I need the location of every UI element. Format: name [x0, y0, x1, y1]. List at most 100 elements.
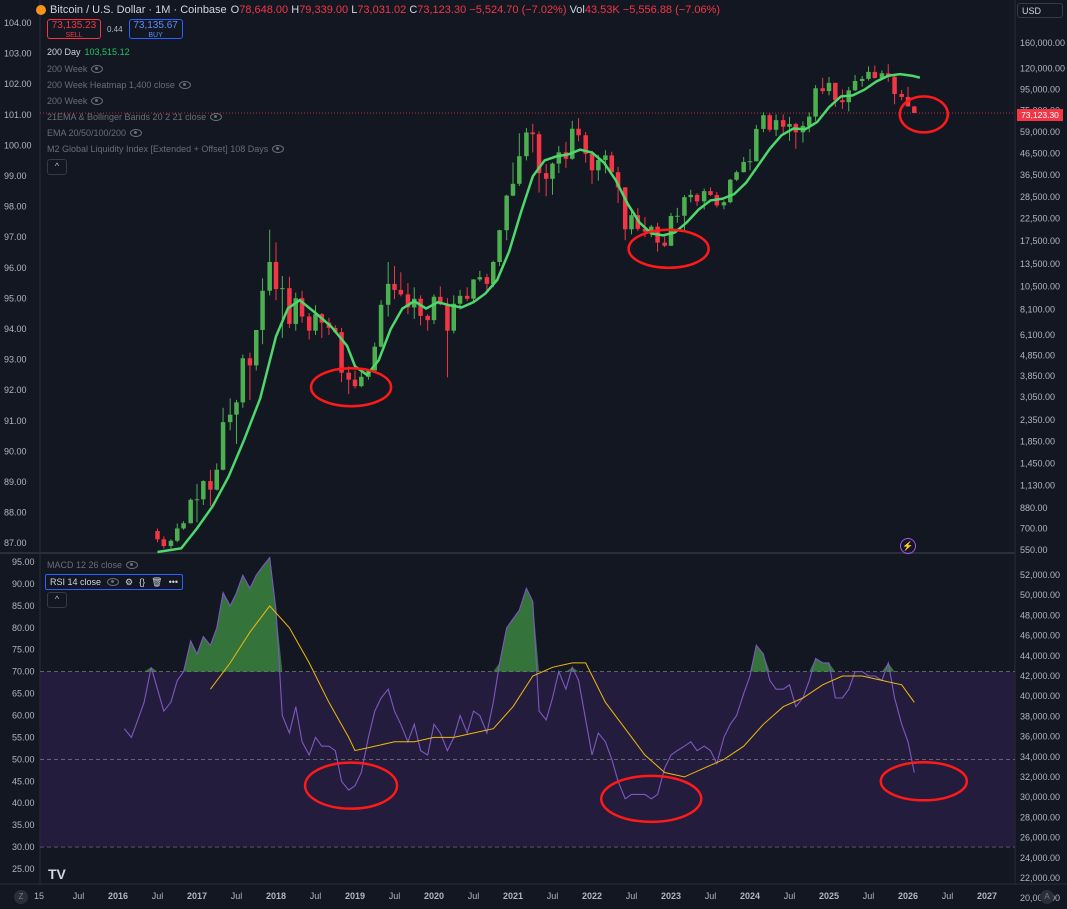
delete-icon[interactable]: 🗑: [151, 576, 163, 587]
source-code-icon[interactable]: {}: [139, 577, 146, 587]
candle-body: [491, 262, 496, 284]
hidden-eye-icon[interactable]: [272, 145, 285, 153]
indicator-200-day[interactable]: 200 Day 103,515.12: [47, 47, 130, 57]
x-axis-tick-label: Jul: [547, 891, 559, 901]
candle: [168, 539, 174, 549]
indicator-rsi[interactable]: RSI 14 close ⚙ {} 🗑 •••: [45, 574, 184, 590]
indicator-ema-ribbon[interactable]: EMA 20/50/100/200: [47, 128, 143, 138]
last-price-tag: 73,123.30: [1017, 109, 1063, 121]
candle: [471, 279, 476, 302]
rsi-axis-tick-label: 80.00: [12, 623, 35, 633]
candle-body: [773, 120, 779, 130]
right-axis-tick-label: 6,100.00: [1020, 330, 1055, 340]
candle-body: [208, 481, 213, 490]
candle: [583, 132, 588, 163]
rsi-axis-tick-label: 45.00: [12, 776, 35, 786]
candle-body: [517, 156, 522, 184]
candle: [543, 164, 549, 197]
hidden-eye-icon[interactable]: [91, 65, 104, 73]
hidden-eye-icon[interactable]: [126, 561, 139, 569]
hidden-eye-icon[interactable]: [210, 113, 223, 121]
hidden-eye-icon[interactable]: [91, 97, 104, 105]
left-axis-tick-label: 95.00: [4, 293, 27, 303]
candle: [807, 112, 812, 133]
candle-body: [629, 215, 634, 230]
alert-icon[interactable]: ⚡: [900, 538, 916, 554]
candle-body: [392, 283, 397, 290]
currency-select[interactable]: USD: [1017, 3, 1063, 18]
candle: [306, 312, 312, 340]
symbol-title[interactable]: Bitcoin / U.S. Dollar · 1M · Coinbase: [50, 4, 227, 16]
buy-button[interactable]: 73,135.67 BUY: [128, 19, 183, 39]
candle: [254, 329, 259, 371]
candle-body: [385, 283, 391, 305]
rsi-right-tick-label: 32,000.00: [1020, 772, 1060, 782]
right-axis-tick-label: 880.00: [1020, 503, 1048, 513]
candle: [398, 272, 404, 297]
indicator-21ema-bollinger[interactable]: 21EMA & Bollinger Bands 20 2 21 close: [47, 112, 223, 122]
indicator-200-week-2[interactable]: 200 Week: [47, 96, 104, 106]
collapse-lower-indicators-button[interactable]: ^: [47, 592, 67, 608]
collapse-indicators-button[interactable]: ^: [47, 159, 67, 175]
rsi-line: [123, 556, 915, 800]
candle: [892, 75, 897, 105]
candle: [214, 463, 219, 491]
left-axis-tick-label: 98.00: [4, 202, 27, 212]
candle-body: [649, 226, 654, 232]
x-axis-tick-label: 2026: [898, 891, 918, 901]
candle: [346, 366, 351, 395]
candle-body: [220, 422, 226, 470]
candle: [662, 236, 667, 248]
timezone-icon[interactable]: Z: [14, 890, 28, 904]
x-axis-tick-label: Jul: [784, 891, 796, 901]
candle-body: [694, 194, 700, 202]
candle-body: [510, 183, 516, 196]
left-axis-tick-label: 88.00: [4, 508, 27, 518]
candle-body: [457, 295, 463, 304]
rsi-highlight-circle: [879, 761, 969, 802]
candle: [741, 156, 746, 173]
candle: [392, 265, 397, 300]
right-axis-tick-label: 3,850.00: [1020, 371, 1055, 381]
ohlc-readout: O78,648.00 H79,339.00 L73,031.02 C73,123…: [230, 4, 721, 16]
candle-body: [168, 540, 174, 547]
candle-body: [267, 262, 272, 291]
candle: [852, 74, 858, 92]
candle: [247, 352, 253, 400]
candle: [504, 194, 509, 241]
hidden-eye-icon[interactable]: [178, 81, 191, 89]
rsi-overbought-fill: [881, 662, 895, 672]
candle-body: [280, 288, 285, 290]
candle: [912, 105, 917, 114]
candle: [181, 521, 186, 530]
candle-body: [524, 132, 529, 157]
auto-scale-icon[interactable]: A: [1040, 890, 1054, 904]
eye-icon[interactable]: [107, 578, 120, 586]
right-axis-tick-label: 13,500.00: [1020, 259, 1060, 269]
settings-icon[interactable]: ⚙: [125, 576, 134, 587]
rsi-right-tick-label: 34,000.00: [1020, 752, 1060, 762]
high-value: 79,339.00: [299, 4, 349, 16]
indicator-200-week-heatmap[interactable]: 200 Week Heatmap 1,400 close: [47, 80, 191, 90]
candle-body: [359, 376, 364, 387]
rsi-right-tick-label: 24,000.00: [1020, 853, 1060, 863]
candle: [260, 278, 265, 345]
candle-body: [556, 152, 562, 164]
candle: [728, 178, 733, 204]
candle-body: [550, 163, 555, 179]
hidden-eye-icon[interactable]: [130, 129, 143, 137]
left-axis-tick-label: 100.00: [4, 140, 32, 150]
indicator-m2-liquidity[interactable]: M2 Global Liquidity Index [Extended + Of…: [47, 144, 285, 154]
more-icon[interactable]: •••: [168, 577, 179, 587]
candle: [431, 294, 437, 324]
rsi-axis-tick-label: 90.00: [12, 579, 35, 589]
indicator-200-week[interactable]: 200 Week: [47, 64, 104, 74]
highlight-circle: [627, 228, 710, 270]
candle-body: [346, 372, 351, 380]
sell-button[interactable]: 73,135.23 SELL: [47, 19, 101, 39]
indicator-macd[interactable]: MACD 12 26 close: [47, 560, 139, 570]
candle: [576, 118, 581, 142]
candle: [201, 480, 206, 505]
candle-body: [438, 296, 443, 305]
